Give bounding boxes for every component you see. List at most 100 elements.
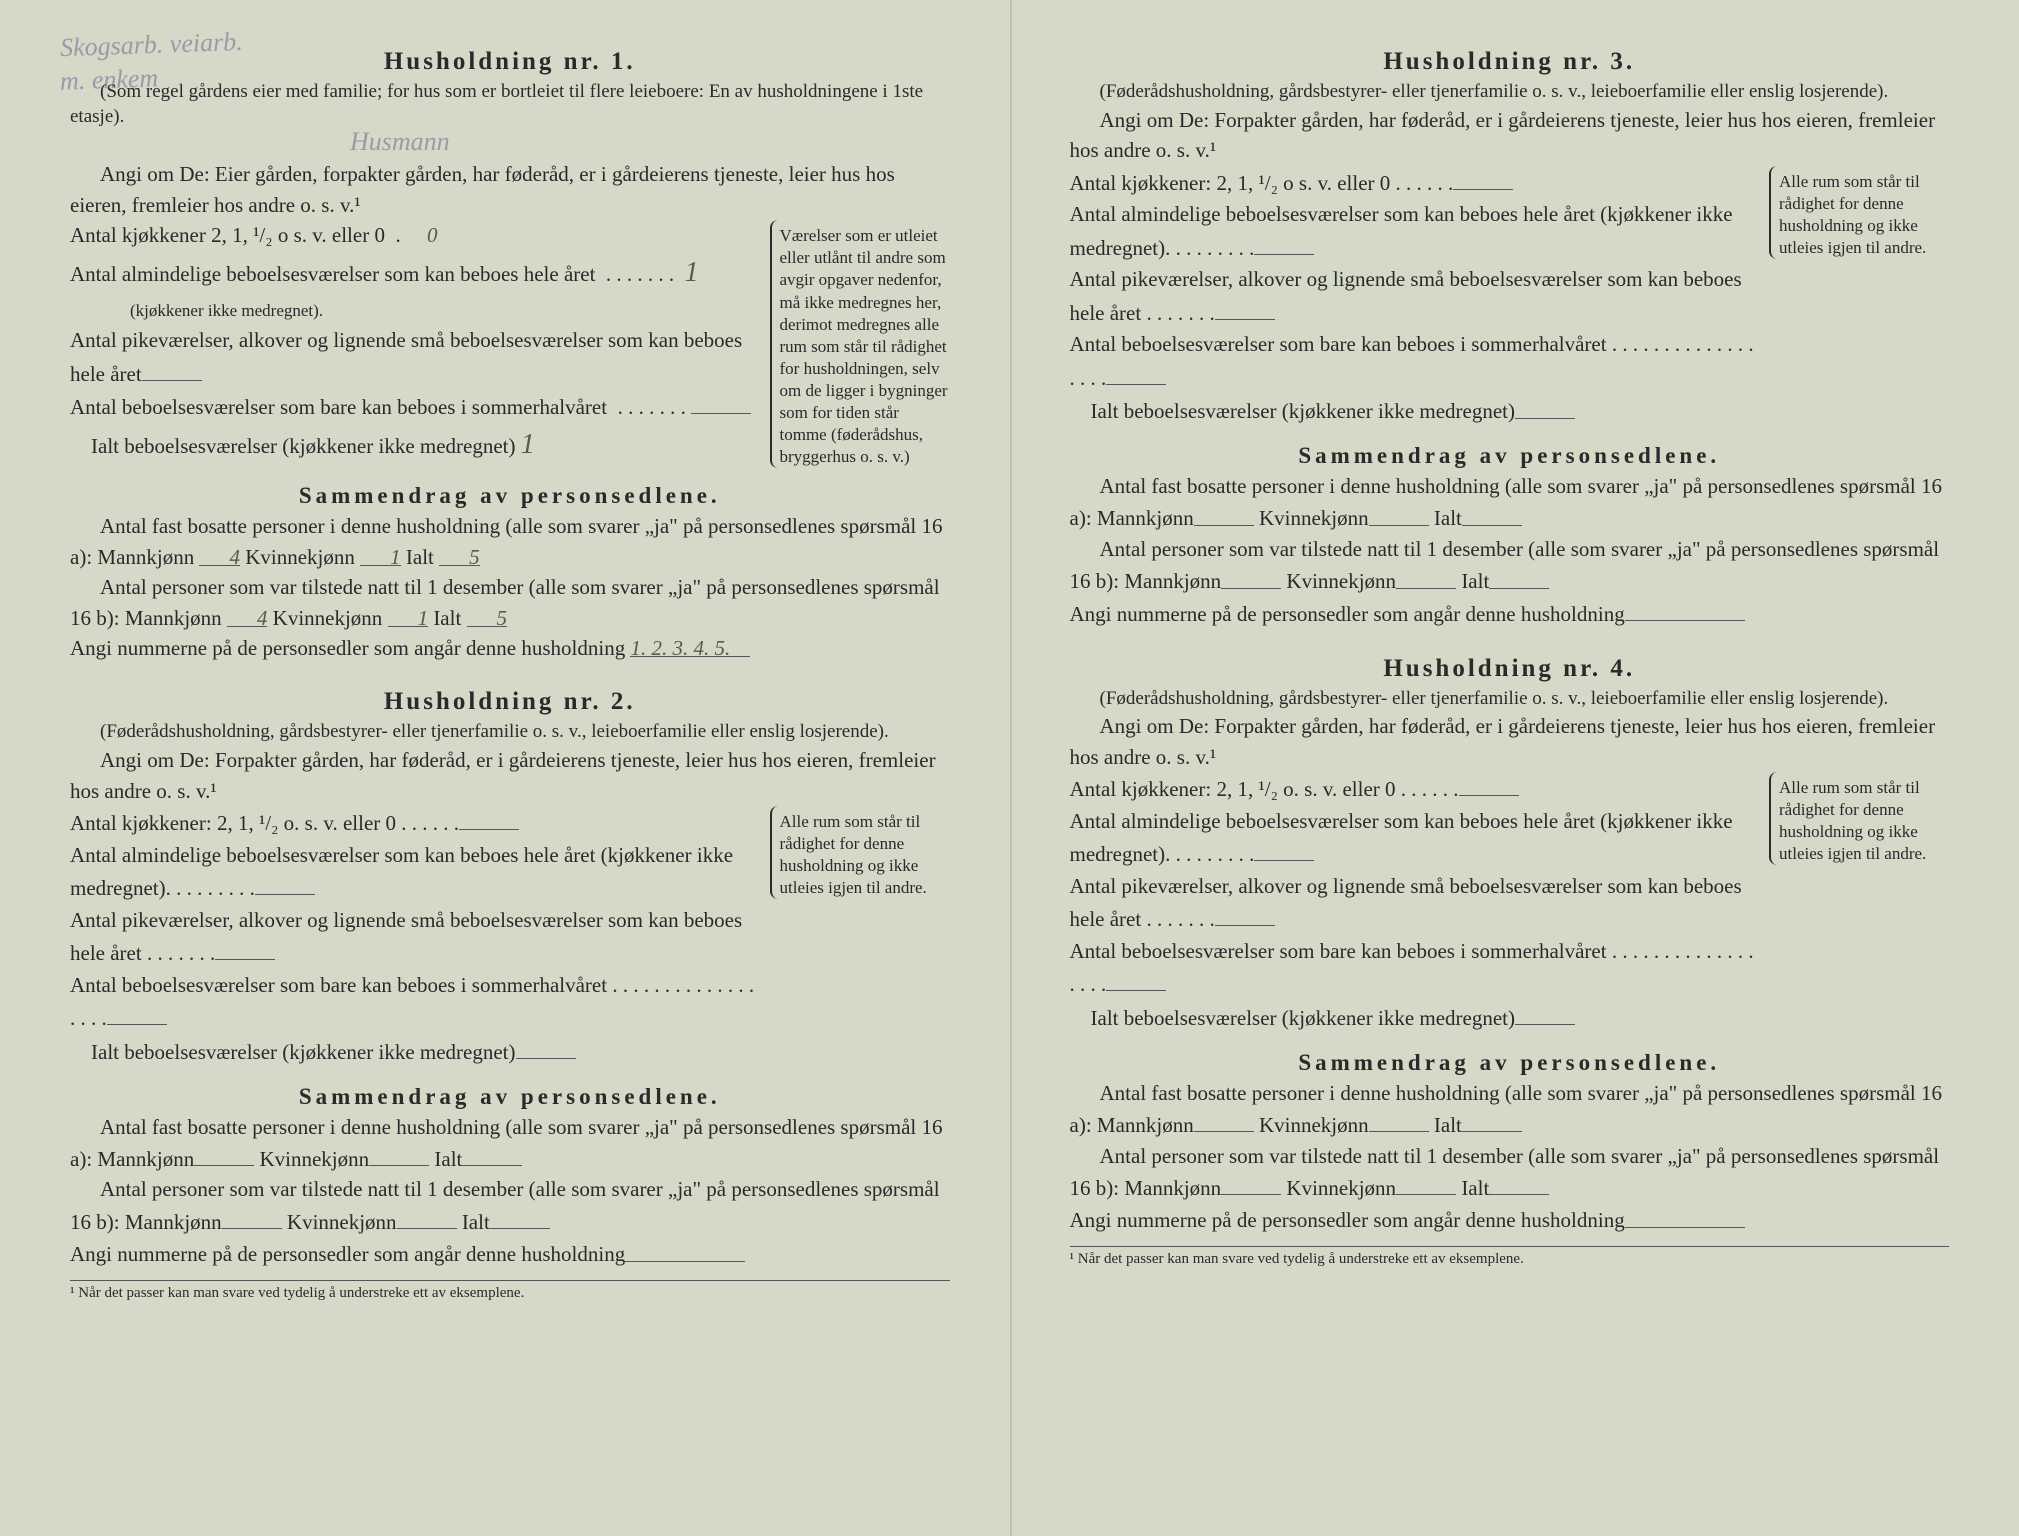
h1-summary-16b: Antal personer som var tilstede natt til…	[70, 572, 950, 633]
dots: . . . . . .	[396, 811, 459, 835]
h1-16b-m: 4	[227, 603, 268, 627]
household-2-subtitle: (Føderådshusholdning, gårdsbestyrer- ell…	[70, 720, 950, 745]
h1-ordinary: Antal almindelige beboelsesværelser som …	[70, 252, 755, 326]
h4-summer: Antal beboelsesværelser som bare kan beb…	[1070, 936, 1755, 1001]
h4-side-note: Alle rum som står til rådighet for denne…	[1769, 772, 1949, 865]
h3-nummerne-label: Angi nummerne på de personsedler som ang…	[1070, 602, 1625, 626]
h2-total-label: Ialt beboelsesværelser (kjøkkener ikke m…	[91, 1040, 516, 1064]
household-3-subtitle: (Føderådshusholdning, gårdsbestyrer- ell…	[1070, 80, 1950, 105]
h2-kitchens: Antal kjøkkener: 2, 1, ¹/₂ o. s. v. elle…	[70, 806, 755, 840]
household-1-title: Husholdning nr. 1.	[70, 48, 950, 76]
h1-16a-t: 5	[439, 542, 480, 566]
h2-maids-label: Antal pikeværelser, alkover og lignende …	[70, 908, 742, 966]
h4-total-label: Ialt beboelsesværelser (kjøkkener ikke m…	[1091, 1006, 1516, 1030]
h2-nummerne: Angi nummerne på de personsedler som ang…	[70, 1237, 950, 1270]
h1-kitchens: Antal kjøkkener 2, 1, ¹/₂ o s. v. eller …	[70, 220, 755, 252]
h2-16a-kvlabel: Kvinnekjønn	[259, 1147, 369, 1171]
h1-16a-kvlabel: Kvinnekjønn	[245, 545, 355, 569]
household-1-angi: Angi om De: Eier gården, forpakter gårde…	[70, 159, 950, 220]
h3-summary-16a: Antal fast bosatte personer i denne hush…	[1070, 471, 1950, 534]
h1-nummerne-label: Angi nummerne på de personsedler som ang…	[70, 636, 625, 660]
household-1-subtitle: (Som regel gårdens eier med familie; for…	[70, 80, 950, 129]
h1-summer-label: Antal beboelsesværelser som bare kan beb…	[70, 395, 607, 419]
household-4-subtitle: (Føderådshusholdning, gårdsbestyrer- ell…	[1070, 687, 1950, 712]
household-4-angi: Angi om De: Forpakter gården, har føderå…	[1070, 711, 1950, 772]
h1-summary-16a: Antal fast bosatte personer i denne hush…	[70, 511, 950, 572]
h3-maids-label: Antal pikeværelser, alkover og lignende …	[1070, 267, 1742, 325]
h1-16a-m: 4	[199, 542, 240, 566]
h1-16b-ialtlabel: Ialt	[433, 606, 461, 630]
h2-kitchens-label: Antal kjøkkener: 2, 1, ¹/₂ o. s. v. elle…	[70, 811, 396, 835]
h3-ordinary-label: Antal almindelige beboelsesværelser som …	[1070, 202, 1733, 260]
household-2-angi: Angi om De: Forpakter gården, har føderå…	[70, 745, 950, 806]
h2-side-note: Alle rum som står til rådighet for denne…	[770, 806, 950, 899]
h3-nummerne: Angi nummerne på de personsedler som ang…	[1070, 597, 1950, 630]
h2-nummerne-label: Angi nummerne på de personsedler som ang…	[70, 1243, 625, 1267]
h1-ordinary-label: Antal almindelige beboelsesværelser som …	[70, 262, 595, 286]
h3-maids: Antal pikeværelser, alkover og lignende …	[1070, 264, 1755, 329]
h4-maids: Antal pikeværelser, alkover og lignende …	[1070, 871, 1755, 936]
h1-maids: Antal pikeværelser, alkover og lignende …	[70, 325, 755, 390]
h2-total: Ialt beboelsesværelser (kjøkkener ikke m…	[70, 1035, 755, 1069]
h1-side-note: Værelser som er utleiet eller utlånt til…	[770, 220, 950, 468]
h1-summary-title: Sammendrag av personsedlene.	[70, 483, 950, 509]
right-page: Husholdning nr. 3. (Føderådshusholdning,…	[1010, 0, 2019, 1536]
h3-side-note: Alle rum som står til rådighet for denne…	[1769, 166, 1949, 259]
h1-16b-k: 1	[388, 603, 429, 627]
h4-summer-label: Antal beboelsesværelser som bare kan beb…	[1070, 939, 1607, 963]
dots: . . . . . .	[1390, 171, 1453, 195]
household-3-title: Husholdning nr. 3.	[1070, 48, 1950, 76]
h3-16b-kvlabel: Kvinnekjønn	[1286, 570, 1396, 594]
h3-kitchens: Antal kjøkkener: 2, 1, ¹/₂ o s. v. eller…	[1070, 166, 1755, 200]
h2-summer: Antal beboelsesværelser som bare kan beb…	[70, 970, 755, 1035]
h2-16b-ialtlabel: Ialt	[462, 1210, 490, 1234]
footnote-left: ¹ Når det passer kan man svare ved tydel…	[70, 1280, 950, 1302]
h4-ordinary-label: Antal almindelige beboelsesværelser som …	[1070, 809, 1733, 867]
h3-ordinary: Antal almindelige beboelsesværelser som …	[1070, 199, 1755, 264]
household-3-angi: Angi om De: Forpakter gården, har føderå…	[1070, 105, 1950, 166]
h3-summer-label: Antal beboelsesværelser som bare kan beb…	[1070, 332, 1607, 356]
h4-total: Ialt beboelsesværelser (kjøkkener ikke m…	[1070, 1001, 1755, 1035]
h4-ordinary: Antal almindelige beboelsesværelser som …	[1070, 806, 1755, 871]
h2-16b-kvlabel: Kvinnekjønn	[287, 1210, 397, 1234]
h4-summary-16a: Antal fast bosatte personer i denne hush…	[1070, 1078, 1950, 1141]
h3-kitchens-label: Antal kjøkkener: 2, 1, ¹/₂ o s. v. eller…	[1070, 171, 1391, 195]
footnote-right: ¹ Når det passer kan man svare ved tydel…	[1070, 1246, 1950, 1268]
h3-16a-kvlabel: Kvinnekjønn	[1259, 507, 1369, 531]
h1-kitchens-label: Antal kjøkkener 2, 1, ¹/₂ o s. v. eller …	[70, 223, 385, 247]
h4-16a-ialtlabel: Ialt	[1434, 1113, 1462, 1137]
h1-16a-ialtlabel: Ialt	[406, 545, 434, 569]
h4-summary-16b: Antal personer som var tilstede natt til…	[1070, 1141, 1950, 1204]
h3-summary-16b: Antal personer som var tilstede natt til…	[1070, 534, 1950, 597]
h3-total: Ialt beboelsesværelser (kjøkkener ikke m…	[1070, 394, 1755, 428]
h3-summary-title: Sammendrag av personsedlene.	[1070, 443, 1950, 469]
h4-16b-ialtlabel: Ialt	[1461, 1176, 1489, 1200]
h2-summary-16a: Antal fast bosatte personer i denne hush…	[70, 1112, 950, 1175]
h2-maids: Antal pikeværelser, alkover og lignende …	[70, 905, 755, 970]
household-4-title: Husholdning nr. 4.	[1070, 655, 1950, 683]
h3-total-label: Ialt beboelsesværelser (kjøkkener ikke m…	[1091, 400, 1516, 424]
h2-summer-label: Antal beboelsesværelser som bare kan beb…	[70, 973, 607, 997]
h1-summer: Antal beboelsesværelser som bare kan beb…	[70, 390, 755, 424]
h1-16b-kvlabel: Kvinnekjønn	[273, 606, 383, 630]
h1-total-label: Ialt beboelsesværelser (kjøkkener ikke m…	[91, 434, 516, 458]
h2-ordinary-label: Antal almindelige beboelsesværelser som …	[70, 843, 733, 901]
h1-nummerne-value: 1. 2. 3. 4. 5.	[630, 633, 750, 657]
h4-summary-title: Sammendrag av personsedlene.	[1070, 1050, 1950, 1076]
h2-summary-16b: Antal personer som var tilstede natt til…	[70, 1174, 950, 1237]
h4-nummerne: Angi nummerne på de personsedler som ang…	[1070, 1203, 1950, 1236]
h2-summary-title: Sammendrag av personsedlene.	[70, 1084, 950, 1110]
h1-16a-k: 1	[360, 542, 401, 566]
h3-16b-ialtlabel: Ialt	[1461, 570, 1489, 594]
h4-16b-kvlabel: Kvinnekjønn	[1286, 1176, 1396, 1200]
h1-nummerne: Angi nummerne på de personsedler som ang…	[70, 633, 950, 663]
h1-ordinary-value: 1	[685, 257, 699, 288]
h4-nummerne-label: Angi nummerne på de personsedler som ang…	[1070, 1209, 1625, 1233]
h4-kitchens: Antal kjøkkener: 2, 1, ¹/₂ o. s. v. elle…	[1070, 772, 1755, 806]
h1-16b-t: 5	[467, 603, 508, 627]
h3-summer: Antal beboelsesværelser som bare kan beb…	[1070, 329, 1755, 394]
h3-16a-ialtlabel: Ialt	[1434, 507, 1462, 531]
h1-kitchens-value: 0	[427, 223, 438, 247]
h4-kitchens-label: Antal kjøkkener: 2, 1, ¹/₂ o. s. v. elle…	[1070, 777, 1396, 801]
h2-ordinary: Antal almindelige beboelsesværelser som …	[70, 840, 755, 905]
